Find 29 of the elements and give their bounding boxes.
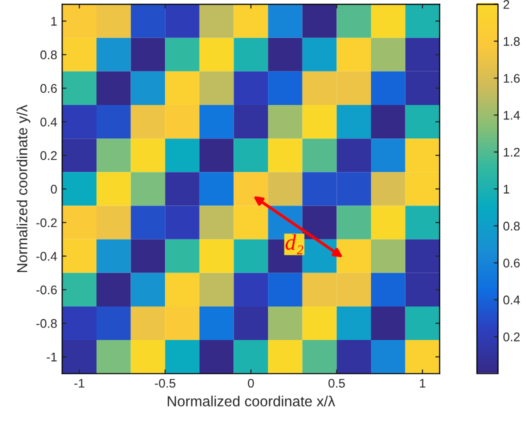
- color-bar-label: 0.2: [503, 332, 520, 342]
- color-bar-label: 0.8: [503, 222, 520, 231]
- y-tick-label: 0: [50, 184, 57, 194]
- x-tick-label: 0: [248, 378, 254, 388]
- y-tick-label: 0.4: [40, 118, 57, 126]
- y-axis-title: Normalized coordinate y/λ: [16, 104, 30, 272]
- x-tick-label: -0.5: [154, 378, 176, 388]
- y-tick-label: 0.6: [40, 84, 57, 93]
- y-tick-label: -0.8: [36, 319, 57, 328]
- x-tick-label: 1: [420, 378, 426, 388]
- color-bar-label: 1: [504, 184, 510, 194]
- y-tick-label: -0.2: [36, 218, 57, 228]
- x-tick-label: 0.5: [328, 378, 345, 388]
- color-bar-label: 1.2: [504, 148, 520, 157]
- y-tick-label: -1: [46, 352, 57, 362]
- x-axis-title: Normalized coordinate x/λ: [168, 396, 336, 406]
- color-bar-label: 1.8: [504, 37, 520, 46]
- x-tick-label: -1: [74, 378, 84, 388]
- color-bar-label: 0.6: [503, 258, 520, 268]
- color-bar-label: 1.6: [504, 74, 520, 83]
- annotation: d₂: [286, 234, 304, 254]
- y-tick-label: 1: [51, 16, 57, 26]
- color-bar-label: 1.4: [504, 111, 520, 120]
- y-tick-label: -0.4: [36, 252, 57, 261]
- y-tick-label: -0.6: [36, 285, 57, 294]
- color-bar-label: 2: [504, 0, 510, 9]
- y-tick-label: 0.2: [40, 151, 57, 160]
- color-bar-label: 0.4: [503, 296, 520, 304]
- y-tick-label: 0.8: [40, 50, 57, 60]
